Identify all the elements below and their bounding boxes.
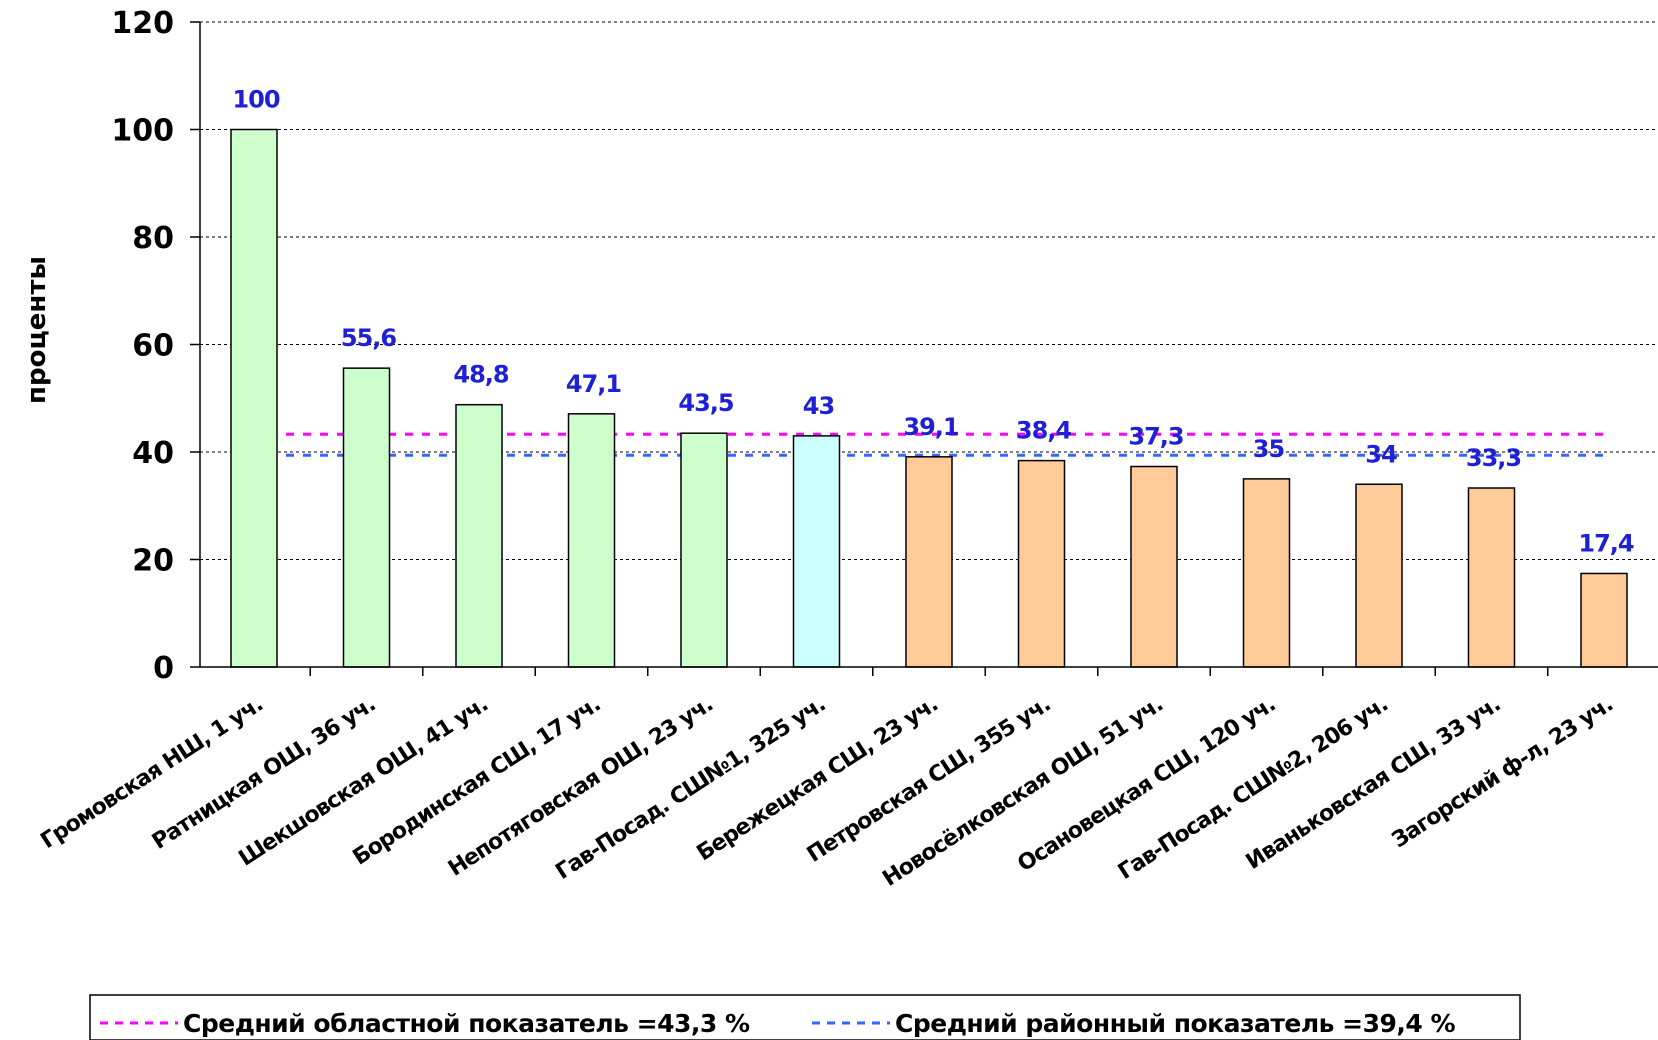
bar [230,128,278,668]
x-category-labels: Громовская НШ, 1 уч.Ратницкая ОШ, 36 уч.… [37,692,1618,892]
legend-label-regional: Средний областной показатель =43,3 % [183,1009,750,1038]
bars [230,128,1628,668]
bar [1355,483,1403,668]
legend: Средний областной показатель =43,3 % Сре… [89,994,1521,1040]
data-label: 35 [1253,435,1285,463]
y-tick-label: 20 [132,544,174,579]
data-label: 100 [232,86,279,114]
x-category-label: Загорский ф-л, 23 уч. [1388,692,1618,853]
data-label: 33,3 [1466,444,1521,472]
bar [1467,487,1516,668]
y-axis-label: проценты [22,256,52,404]
data-labels: 100 55,6 48,8 47,1 43,5 43 39,1 38,4 37,3 35 34 33,… [232,86,1634,558]
y-tick-label: 80 [132,221,174,256]
y-tick-labels: 0 20 40 60 80 100 120 [111,6,174,686]
bar [905,456,953,668]
data-label: 34 [1365,440,1397,468]
data-label: 55,6 [341,324,397,352]
data-label: 47,1 [566,370,622,398]
data-label: 37,3 [1128,423,1183,451]
data-label: 38,4 [1016,417,1072,445]
bar [1130,465,1178,668]
bar [567,413,616,668]
bar [680,432,728,668]
data-label: 43,5 [678,389,734,417]
y-tick-label: 100 [111,114,174,149]
bar [455,403,503,668]
legend-label-district: Средний районный показатель =39,4 % [895,1009,1456,1038]
bar [792,435,841,668]
gridlines [200,21,1658,560]
x-category-label: Ратницкая ОШ, 36 уч. [148,692,380,855]
x-category-label: Громовская НШ, 1 уч. [37,692,268,854]
data-label: 39,1 [903,413,959,441]
bar [1242,478,1291,668]
data-label: 48,8 [453,361,509,389]
bar [1580,572,1628,668]
y-tick-label: 40 [132,436,174,471]
y-tick-label: 0 [153,651,174,686]
y-tick-label: 120 [111,6,174,41]
data-label: 17,4 [1578,529,1634,557]
data-label: 43 [803,392,834,420]
bar [1017,459,1066,668]
legend-box [89,994,1521,1040]
axes [190,21,1658,676]
bar [342,367,391,668]
y-tick-label: 60 [132,329,174,364]
